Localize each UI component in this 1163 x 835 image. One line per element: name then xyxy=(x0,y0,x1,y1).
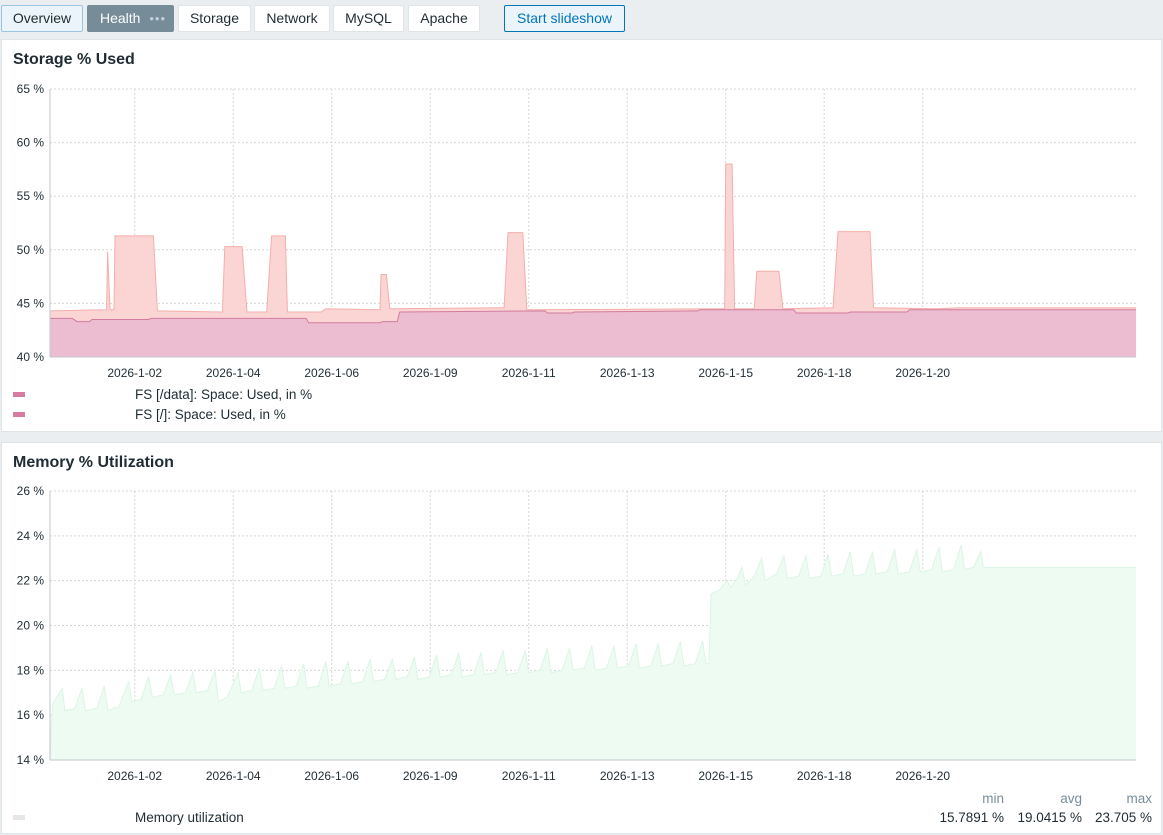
start-slideshow-button[interactable]: Start slideshow xyxy=(504,5,625,32)
y-tick-label: 65 % xyxy=(17,82,45,96)
y-tick-label: 20 % xyxy=(17,619,45,633)
tab-health[interactable]: Health ••• xyxy=(87,5,174,32)
more-options-icon[interactable]: ••• xyxy=(149,11,166,26)
storage-chart: 65 % 60 % 55 % 50 % 45 % 40 % 2026-1-02 2026-1-… xyxy=(17,82,1136,380)
legend-item-memory: Memory utilization xyxy=(135,810,244,825)
stat-header-avg: avg xyxy=(1060,791,1082,806)
tab-mysql[interactable]: MySQL xyxy=(333,5,404,32)
x-tick-label: 2026-1-09 xyxy=(403,769,458,783)
y-tick-label: 45 % xyxy=(17,296,45,310)
series-memory-line xyxy=(49,544,1136,761)
y-tick-label: 24 % xyxy=(17,529,45,543)
dashboard-tab-bar: Overview Health ••• Storage Network MySQ… xyxy=(0,0,1163,38)
legend-swatch-data xyxy=(13,392,25,397)
x-tick-label: 2026-1-06 xyxy=(304,366,359,380)
y-tick-label: 55 % xyxy=(17,189,45,203)
x-tick-label: 2026-1-04 xyxy=(206,769,261,783)
memory-chart: 26 % 24 % 22 % 20 % 18 % 16 % 14 % 2026-1-02 202… xyxy=(17,484,1136,783)
series-root-line xyxy=(50,309,1136,324)
legend-swatch-root xyxy=(13,412,25,417)
stat-avg: 19.0415 % xyxy=(1017,810,1082,825)
legend-swatch-memory xyxy=(13,815,25,820)
y-tick-label: 50 % xyxy=(17,243,45,257)
stat-max: 23.705 % xyxy=(1094,810,1152,825)
x-tick-label: 2026-1-18 xyxy=(797,366,852,380)
y-tick-label: 14 % xyxy=(17,753,45,767)
y-tick-label: 22 % xyxy=(17,574,45,588)
stat-header-max: max xyxy=(1126,791,1152,806)
y-tick-label: 18 % xyxy=(17,663,45,677)
legend-item-data: FS [/data]: Space: Used, in % xyxy=(135,387,313,402)
x-tick-label: 2026-1-04 xyxy=(206,366,261,380)
x-tick-label: 2026-1-20 xyxy=(895,366,950,380)
y-tick-label: 40 % xyxy=(17,350,45,364)
legend-item-root: FS [/]: Space: Used, in % xyxy=(135,407,286,422)
tab-storage[interactable]: Storage xyxy=(178,5,251,32)
stat-header-min: min xyxy=(982,791,1004,806)
series-root-area xyxy=(50,309,1136,357)
tab-health-label: Health xyxy=(100,10,141,26)
x-tick-label: 2026-1-20 xyxy=(895,769,950,783)
tab-overview[interactable]: Overview xyxy=(1,5,83,32)
x-tick-label: 2026-1-11 xyxy=(502,366,556,380)
tab-apache[interactable]: Apache xyxy=(408,5,480,32)
widget-title: Storage % Used xyxy=(13,51,135,68)
memory-widget: Memory % Utilization 26 % 24 % 22 % 20 % 18 … xyxy=(1,442,1162,834)
x-tick-label: 2026-1-18 xyxy=(797,769,852,783)
x-tick-label: 2026-1-09 xyxy=(403,366,458,380)
x-tick-label: 2026-1-15 xyxy=(698,769,753,783)
x-tick-label: 2026-1-13 xyxy=(600,769,655,783)
y-tick-label: 26 % xyxy=(17,484,45,498)
widget-title: Memory % Utilization xyxy=(13,454,174,471)
x-tick-label: 2026-1-13 xyxy=(600,366,655,380)
y-tick-label: 16 % xyxy=(17,708,45,722)
x-tick-label: 2026-1-15 xyxy=(698,366,753,380)
series-memory-area xyxy=(50,544,1136,760)
storage-widget: Storage % Used 65 % 60 % 55 % 50 % 45 % 40 % 2… xyxy=(1,39,1162,432)
y-tick-label: 60 % xyxy=(17,136,45,150)
x-tick-label: 2026-1-11 xyxy=(502,769,556,783)
series-data-area xyxy=(50,164,1136,357)
x-tick-label: 2026-1-02 xyxy=(107,366,162,380)
stat-min: 15.7891 % xyxy=(939,810,1004,825)
x-tick-label: 2026-1-02 xyxy=(107,769,162,783)
series-data-line xyxy=(49,163,1136,313)
tab-network[interactable]: Network xyxy=(254,5,330,32)
x-tick-label: 2026-1-06 xyxy=(304,769,359,783)
